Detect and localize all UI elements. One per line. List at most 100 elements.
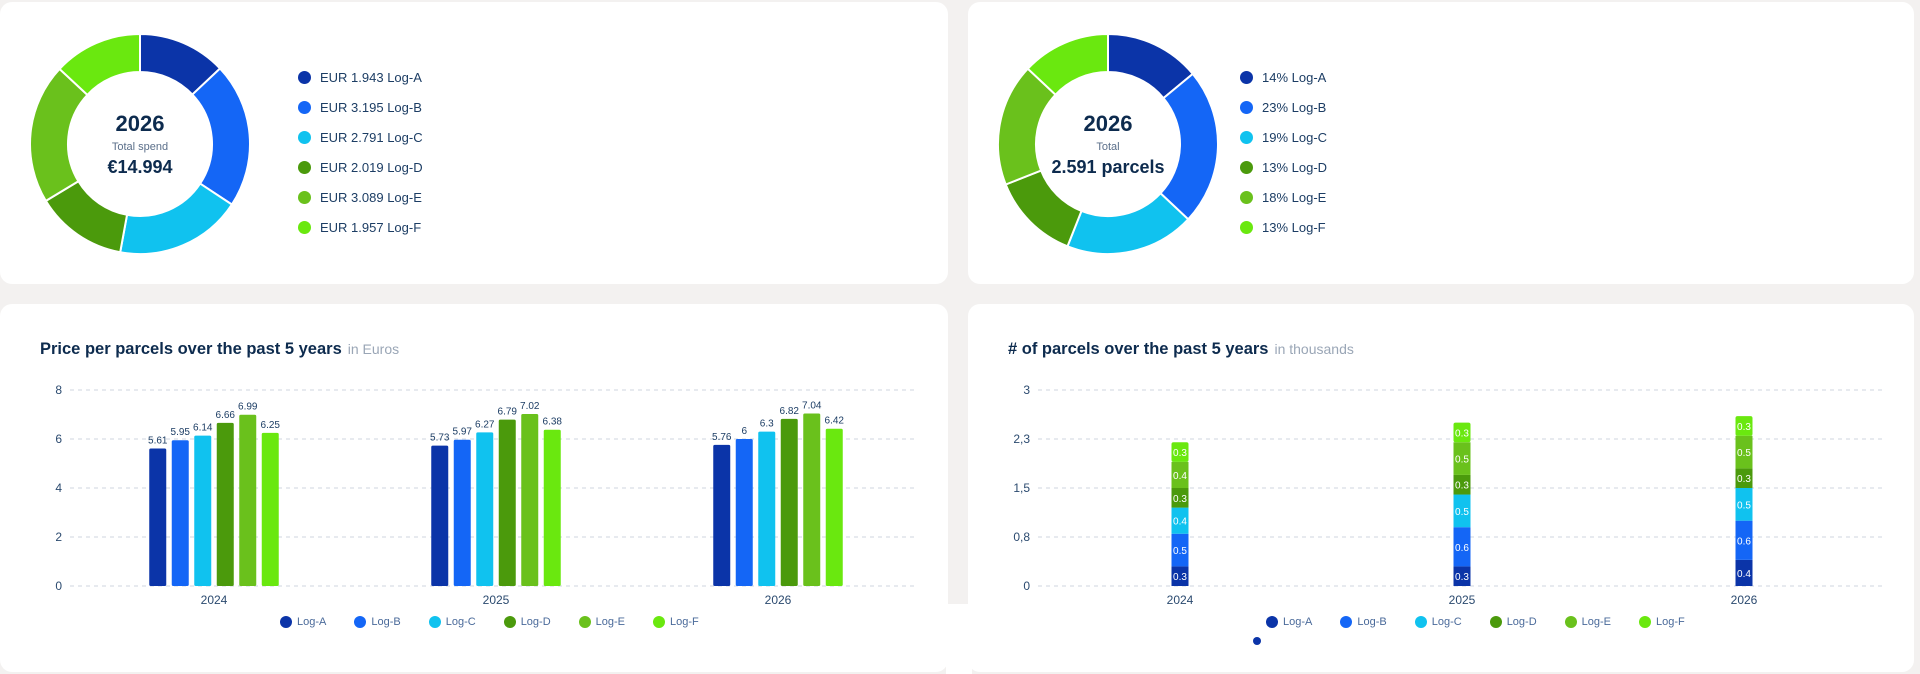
legend-item-log-f[interactable]: Log-F (653, 616, 699, 628)
total-parcels-card: 2026 Total 2.591 parcels 14% Log-A 23% L… (968, 2, 1914, 284)
legend-dot (1240, 100, 1253, 114)
legend-item-log-c[interactable]: Log-C (1414, 616, 1462, 628)
stack-log-f-2026[interactable] (1735, 416, 1753, 436)
y-tick-label: 1,5 (1013, 481, 1030, 495)
parcels-donut-svg (997, 32, 1219, 255)
bar-log-b-2025[interactable] (453, 439, 471, 586)
bar-log-c-2024[interactable] (194, 435, 212, 586)
legend-item-log-c[interactable]: EUR 2.791 Log-C (298, 122, 423, 152)
bar-data-label: 6.27 (475, 419, 495, 430)
legend-item-log-d[interactable]: Log-D (503, 616, 551, 628)
stack-data-label: 0.5 (1737, 500, 1751, 511)
legend-dot (1240, 220, 1253, 234)
bar-log-a-2026[interactable] (713, 444, 731, 586)
stray-legend-dot (1253, 637, 1261, 645)
bar-log-a-2025[interactable] (431, 445, 449, 586)
legend-dot (1489, 616, 1502, 628)
bar-log-d-2024[interactable] (216, 422, 234, 586)
bar-log-b-2024[interactable] (171, 440, 189, 586)
bar-log-e-2026[interactable] (803, 413, 821, 586)
legend-label: Log-F (670, 616, 699, 628)
legend-item-log-a[interactable]: 14% Log-A (1240, 62, 1327, 92)
bar-log-e-2025[interactable] (521, 414, 539, 586)
legend-item-log-b[interactable]: EUR 3.195 Log-B (298, 92, 423, 122)
legend-label: Log-E (1581, 616, 1612, 628)
x-tick-label: 2024 (201, 593, 228, 604)
legend-item-log-c[interactable]: 19% Log-C (1240, 122, 1327, 152)
legend-item-log-b[interactable]: Log-B (354, 616, 401, 628)
price-bar-chart: 0 2 4 6 8 2024 5.615.95 6.146.666.996.25 2025 5.7… (55, 383, 918, 604)
legend-item-log-a[interactable]: Log-A (280, 616, 326, 628)
stack-log-a-2024[interactable] (1171, 566, 1189, 586)
legend-dot (503, 616, 516, 628)
legend-item-log-e[interactable]: EUR 3.089 Log-E (298, 182, 423, 212)
bar-data-label: 6.82 (780, 406, 800, 417)
bar-log-d-2025[interactable] (498, 419, 516, 586)
legend-item-log-e[interactable]: Log-E (578, 616, 625, 628)
legend-label: Log-D (520, 616, 551, 628)
bar-log-c-2025[interactable] (476, 432, 494, 586)
legend-dot (298, 100, 311, 114)
parcels-donut-chart: 2026 Total 2.591 parcels (996, 32, 1220, 256)
stack-log-c-2024[interactable] (1171, 507, 1189, 534)
bar-data-label: 6.38 (543, 417, 563, 428)
stack-log-e-2024[interactable] (1171, 461, 1189, 488)
stack-log-c-2025[interactable] (1453, 494, 1471, 528)
stack-log-d-2024[interactable] (1171, 488, 1189, 508)
stack-log-f-2025[interactable] (1453, 422, 1471, 443)
legend-label: Log-F (1656, 616, 1685, 628)
stack-data-label: 0.6 (1737, 536, 1751, 547)
bar-log-e-2024[interactable] (239, 414, 257, 586)
legend-item-log-f[interactable]: EUR 1.957 Log-F (298, 212, 423, 242)
legend-label: 23% Log-B (1262, 99, 1327, 115)
legend-dot (298, 70, 311, 84)
legend-dot (1240, 190, 1253, 204)
stack-log-d-2026[interactable] (1735, 468, 1753, 488)
bar-log-f-2026[interactable] (825, 428, 843, 586)
legend-item-log-c[interactable]: Log-C (428, 616, 476, 628)
stack-log-f-2024[interactable] (1171, 442, 1189, 462)
stack-log-b-2025[interactable] (1453, 527, 1471, 567)
bar-log-b-2026[interactable] (735, 439, 753, 586)
legend-label: 19% Log-C (1262, 129, 1328, 145)
x-tick-label: 2026 (765, 593, 792, 604)
legend-dot (298, 130, 311, 144)
legend-item-log-d[interactable]: EUR 2.019 Log-D (298, 152, 423, 182)
bar-data-label: 5.61 (148, 436, 168, 447)
donut-slice-log-f[interactable] (58, 32, 141, 97)
total-spend-card: 2026 Total spend €14.994 EUR 1.943 Log-A… (0, 2, 948, 284)
stack-log-b-2026[interactable] (1735, 520, 1753, 560)
legend-item-log-e[interactable]: 18% Log-E (1240, 182, 1327, 212)
legend-label: Log-A (297, 616, 327, 628)
legend-item-log-a[interactable]: EUR 1.943 Log-A (298, 62, 423, 92)
legend-item-log-b[interactable]: 23% Log-B (1240, 92, 1327, 122)
stack-data-label: 0.3 (1737, 422, 1751, 433)
legend-item-log-d[interactable]: Log-D (1489, 616, 1537, 628)
legend-label: EUR 2.791 Log-C (320, 129, 423, 145)
stack-log-a-2025[interactable] (1453, 566, 1471, 586)
bar-data-label: 7.04 (802, 401, 822, 412)
legend-dot (280, 616, 292, 628)
bar-log-f-2024[interactable] (261, 432, 279, 586)
stack-log-c-2026[interactable] (1735, 488, 1753, 521)
stack-data-label: 0.4 (1173, 471, 1187, 482)
legend-item-log-f[interactable]: Log-F (1639, 616, 1685, 628)
donut-slice-log-f[interactable] (1026, 32, 1109, 97)
spend-year: 2026 (115, 110, 165, 136)
legend-item-log-d[interactable]: 13% Log-D (1240, 152, 1327, 182)
bar-log-d-2026[interactable] (780, 418, 798, 586)
stack-log-e-2026[interactable] (1735, 435, 1753, 469)
bar-log-a-2024[interactable] (149, 448, 167, 586)
stack-data-label: 0.3 (1173, 494, 1187, 505)
legend-dot (1240, 160, 1253, 174)
bar-log-f-2025[interactable] (543, 429, 561, 586)
legend-item-log-f[interactable]: 13% Log-F (1240, 212, 1327, 242)
legend-item-log-a[interactable]: Log-A (1266, 616, 1312, 628)
legend-item-log-b[interactable]: Log-B (1340, 616, 1387, 628)
stack-log-a-2026[interactable] (1735, 559, 1753, 586)
stack-log-e-2025[interactable] (1453, 442, 1471, 475)
stack-log-b-2024[interactable] (1171, 533, 1189, 567)
stack-log-d-2025[interactable] (1453, 474, 1471, 495)
bar-log-c-2026[interactable] (758, 431, 776, 586)
legend-item-log-e[interactable]: Log-E (1564, 616, 1612, 628)
